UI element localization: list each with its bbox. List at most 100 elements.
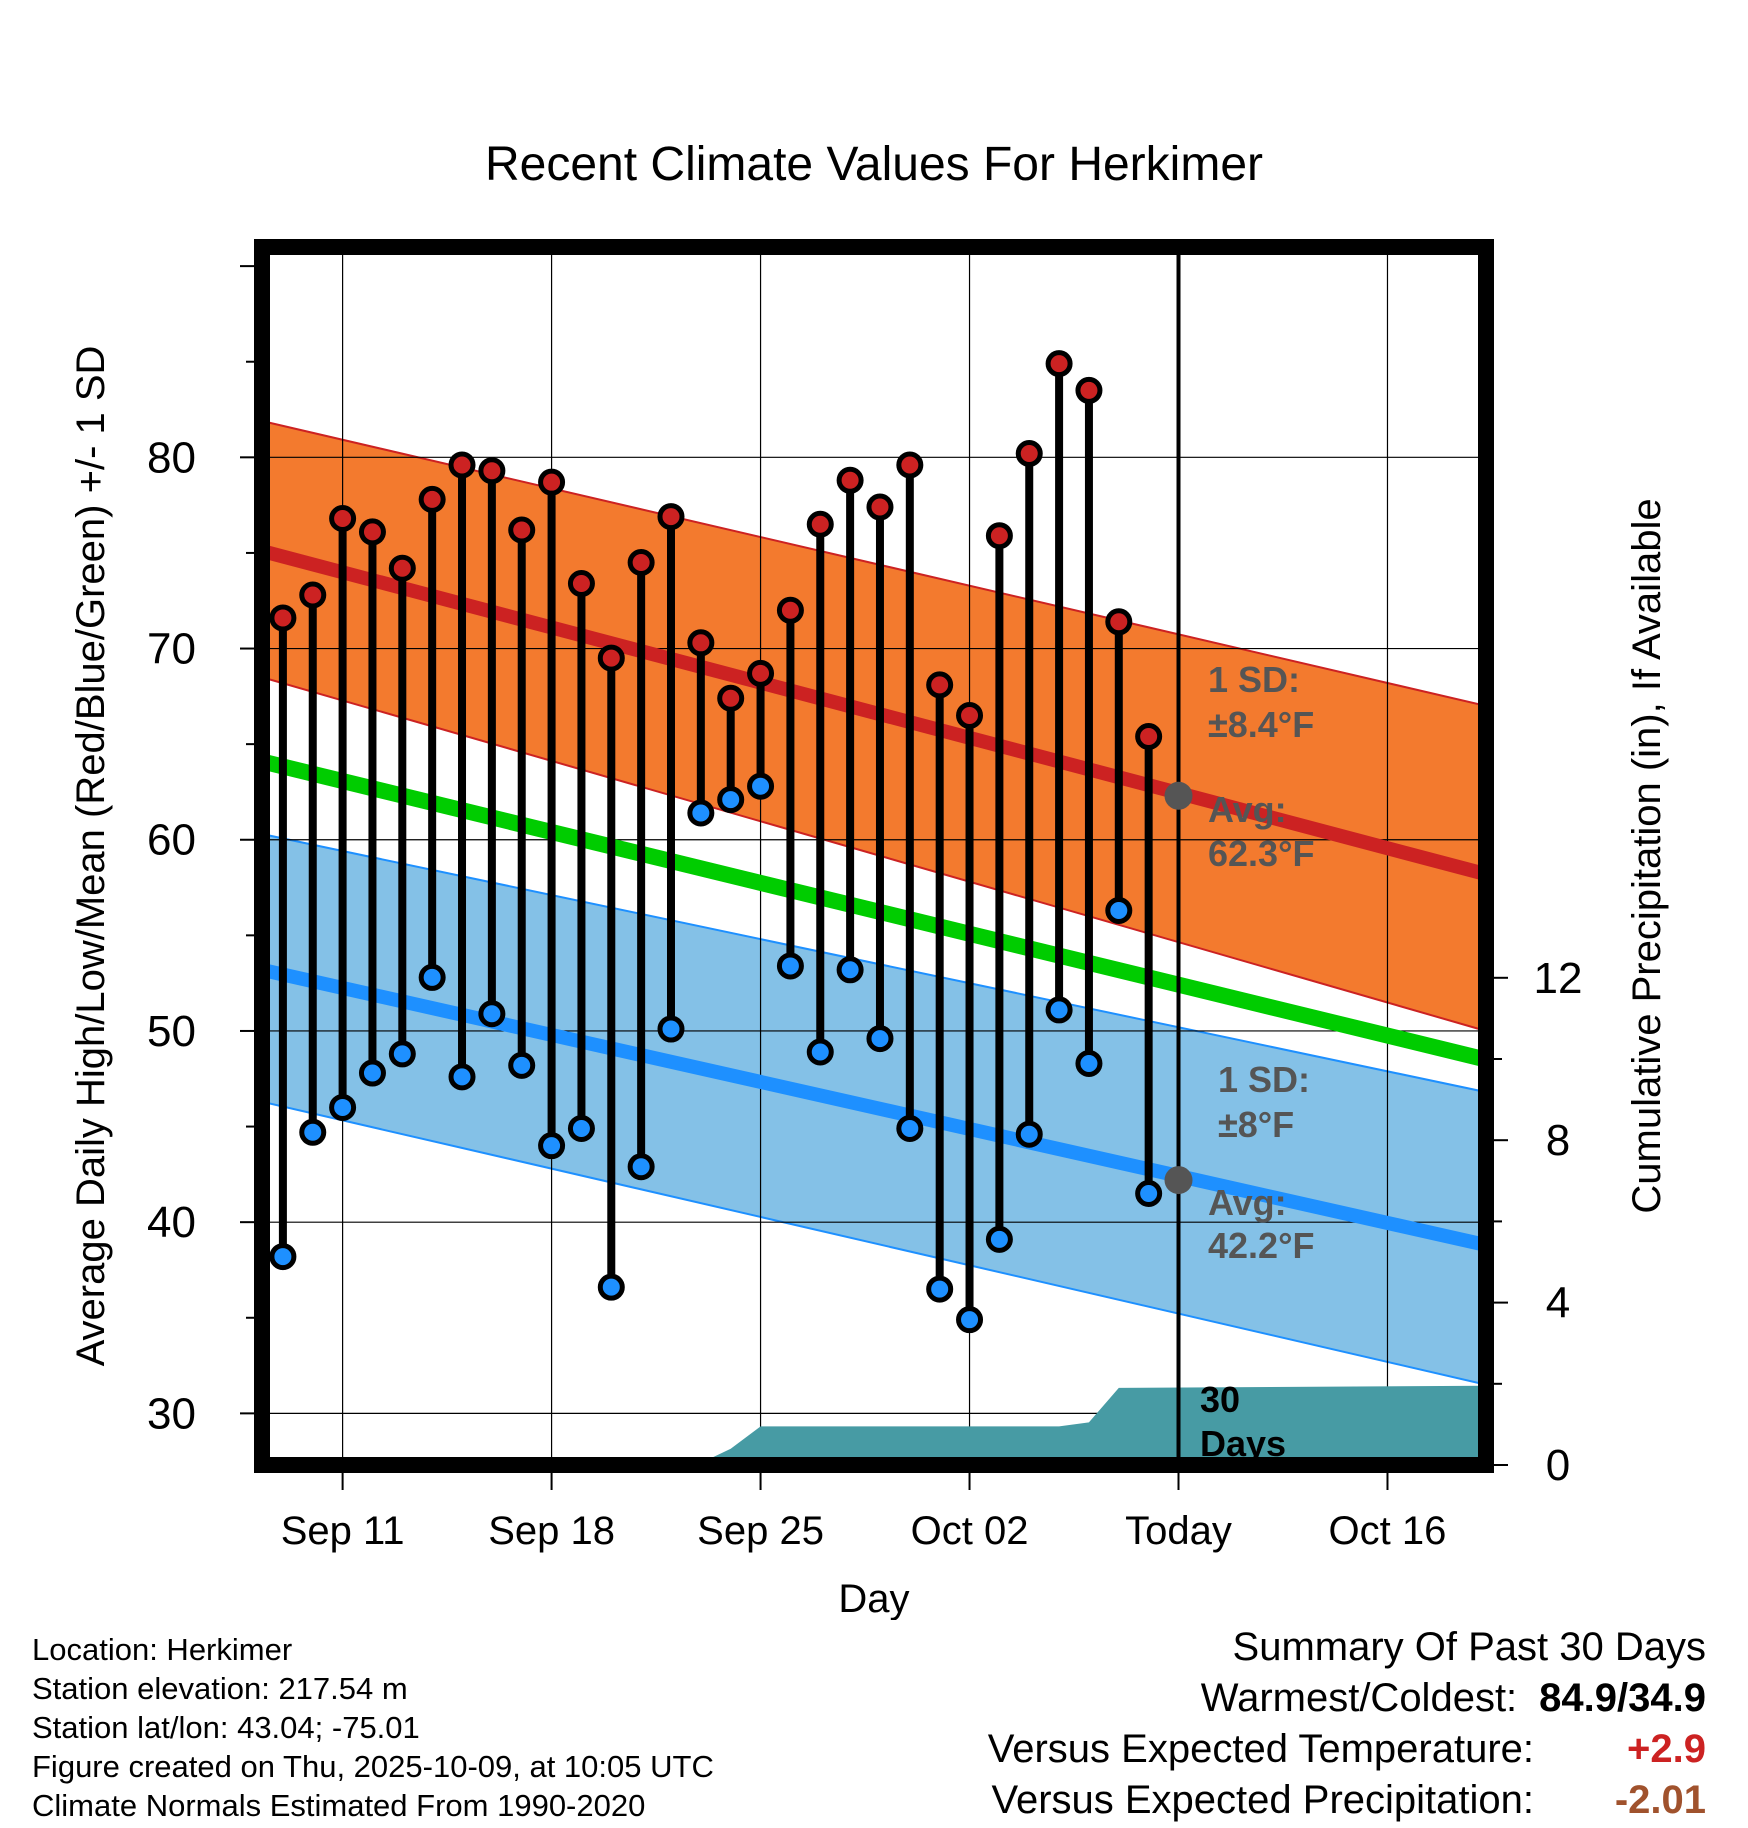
daily-high-point [538,468,566,496]
y-tick-label: 80 [147,433,196,482]
low-sd-title: 1 SD: [1218,1059,1310,1100]
daily-low-point [1105,896,1133,924]
low-avg-title: Avg: [1208,1182,1287,1223]
y-axis-label: Average Daily High/Low/Mean (Red/Blue/Gr… [69,346,113,1367]
warmest-label: Warmest/Coldest: [1200,1676,1518,1720]
precip-days-number: 30 [1200,1379,1240,1420]
daily-low-point [418,963,446,991]
chart-title: Recent Climate Values For Herkimer [485,138,1263,191]
y-axis-right: 0 4 8 12 [1494,954,1582,1490]
high-avg-title: Avg: [1208,789,1287,830]
summary-precip-row: Versus Expected Precipitation: -2.01 [988,1775,1706,1826]
daily-high-point [508,516,536,544]
daily-low-point [956,1306,984,1334]
x-axis: Sep 11 Sep 18 Sep 25 Oct 02 Today Oct 16 [281,1473,1447,1553]
daily-low-point [627,1153,655,1181]
daily-high-point [388,554,416,582]
daily-low-point [806,1038,834,1066]
y2-tick-label: 8 [1546,1116,1570,1165]
daily-high-point [956,701,984,729]
summary-temp-row: Versus Expected Temperature: +2.9 [988,1724,1706,1775]
daily-low-point [776,952,804,980]
daily-high-point [717,684,745,712]
daily-low-point [896,1114,924,1142]
daily-high-point [329,505,357,533]
daily-low-point [1045,996,1073,1024]
y-tick-label: 60 [147,816,196,865]
summary-title: Summary Of Past 30 Days [1232,1625,1706,1669]
x-tick-label: Today [1125,1509,1232,1553]
daily-low-point [448,1063,476,1091]
x-tick-label: Sep 11 [281,1509,405,1553]
daily-low-point [567,1114,595,1142]
daily-high-point [597,644,625,672]
daily-low-point [717,786,745,814]
precip-label: Versus Expected Precipitation: [991,1778,1534,1822]
low-avg-value: 42.2°F [1208,1225,1314,1266]
climate-chart: Recent Climate Values For Herkimer 1 SD:… [69,138,1669,1620]
daily-low-point [747,772,775,800]
high-avg-marker [1164,781,1193,810]
plot-frame [254,239,1494,1473]
daily-high-point [836,466,864,494]
daily-high-point [896,451,924,479]
y-tick-label: 30 [147,1389,196,1438]
daily-low-point [657,1015,685,1043]
daily-high-point [299,581,327,609]
y-tick-label: 40 [147,1198,196,1247]
daily-high-point [806,510,834,538]
daily-low-point [1075,1049,1103,1077]
annotations: 1 SD: ±8.4°F Avg: 62.3°F 1 SD: ±8°F Avg:… [1164,659,1314,1464]
daily-high-point [926,671,954,699]
y-tick-label: 50 [147,1007,196,1056]
daily-high-point [418,485,446,513]
created-text: Figure created on Thu, 2025-10-09, at 10… [32,1749,714,1784]
summary-panel: Summary Of Past 30 Days Warmest/Coldest:… [988,1622,1706,1826]
x-tick-label: Oct 02 [911,1509,1029,1553]
y-axis-left: 30 40 50 60 70 80 [147,265,254,1438]
precip-value: -2.01 [1614,1778,1706,1822]
daily-low-point [926,1275,954,1303]
daily-low-point [836,956,864,984]
x-tick-label: Sep 18 [488,1509,615,1553]
daily-high-point [269,604,297,632]
normals-text: Climate Normals Estimated From 1990-2020 [32,1788,646,1823]
daily-low-point [358,1059,386,1087]
daily-low-point [329,1093,357,1121]
daily-high-point [478,457,506,485]
daily-low-point [388,1040,416,1068]
temp-label: Versus Expected Temperature: [987,1727,1534,1771]
daily-low-point [687,799,715,827]
x-axis-label: Day [838,1577,909,1620]
low-avg-marker [1164,1166,1193,1195]
daily-high-point [866,493,894,521]
high-sd-value: ±8.4°F [1208,704,1314,745]
daily-high-point [1135,722,1163,750]
daily-high-point [657,503,685,531]
temp-value: +2.9 [1627,1727,1706,1771]
daily-high-point [1045,350,1073,378]
latlon-text: Station lat/lon: 43.04; -75.01 [32,1710,420,1745]
location-text: Location: Herkimer [32,1632,293,1667]
daily-high-point [567,570,595,598]
daily-high-point [985,522,1013,550]
daily-low-point [478,1000,506,1028]
warmest-value: 84.9/34.9 [1539,1676,1706,1720]
x-tick-label: Oct 16 [1329,1509,1447,1553]
daily-high-point [1075,376,1103,404]
daily-high-point [1105,608,1133,636]
summary-warmest-row: Warmest/Coldest: 84.9/34.9 [988,1673,1706,1724]
daily-high-point [687,629,715,657]
low-sd-value: ±8°F [1218,1104,1294,1145]
y2-tick-label: 4 [1546,1279,1570,1328]
daily-high-point [747,659,775,687]
daily-low-point [508,1051,536,1079]
daily-low-point [538,1132,566,1160]
daily-low-point [597,1273,625,1301]
y-tick-label: 70 [147,625,196,674]
elevation-text: Station elevation: 217.54 m [32,1671,408,1706]
y2-axis-label: Cumulative Precipitation (in), If Availa… [1625,498,1669,1213]
high-avg-value: 62.3°F [1208,833,1314,874]
daily-low-point [1015,1120,1043,1148]
daily-high-point [1015,440,1043,468]
